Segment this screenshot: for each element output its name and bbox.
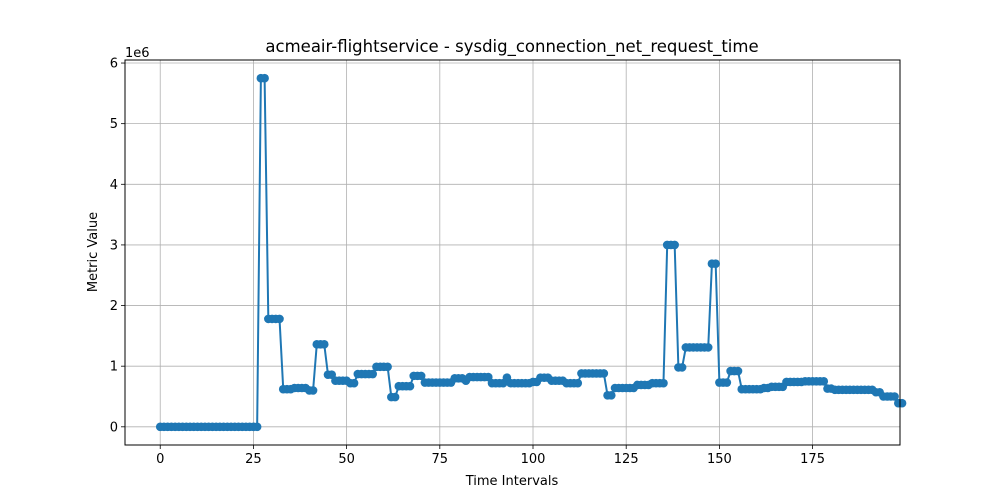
data-point [599,369,609,378]
series-layer [155,73,907,432]
data-point [319,340,329,349]
x-axis: 0 25 50 75 100 125 150 175 [156,445,825,467]
plot-frame [124,59,901,446]
data-point [573,378,583,388]
data-point [252,422,262,432]
data-point [349,378,359,388]
data-point [383,362,392,372]
x-tick-label: 0 [156,452,164,467]
data-point [308,386,318,395]
series-line [160,77,903,428]
data-point [670,240,679,250]
y-axis-offset-label: 1e6 [125,46,150,61]
y-tick-label: 4 [110,178,118,193]
data-point [405,381,415,391]
data-point [390,392,400,402]
x-tick-label: 75 [432,452,449,467]
y-tick-label: 0 [110,420,118,435]
data-point [368,369,378,379]
data-point [677,363,687,372]
data-point [275,314,284,324]
x-tick-label: 25 [245,452,262,467]
x-tick-label: 150 [707,452,732,467]
data-point [819,377,829,386]
data-point [733,366,743,376]
chart-title: acmeair-flightservice - sysdig_connectio… [265,37,758,57]
x-tick-label: 125 [614,452,639,467]
x-tick-label: 175 [800,452,825,467]
y-axis: 0 1 2 3 4 5 6 [110,57,125,435]
y-axis-title: Metric Value [86,212,101,292]
data-point [711,259,720,269]
y-tick-label: 6 [110,57,118,72]
data-point [416,371,426,381]
y-tick-label: 5 [110,117,118,132]
data-point [703,343,713,352]
data-point [897,398,907,408]
x-tick-label: 50 [338,452,355,467]
grid [125,60,900,445]
y-tick-label: 2 [110,299,118,314]
y-tick-label: 3 [110,238,118,253]
data-point [659,378,668,388]
x-axis-title: Time Intervals [465,474,559,489]
data-point [722,378,732,387]
data-point [260,73,269,83]
data-point [606,390,616,400]
y-tick-label: 1 [110,360,118,375]
x-tick-label: 100 [521,452,546,467]
data-point [890,392,899,401]
